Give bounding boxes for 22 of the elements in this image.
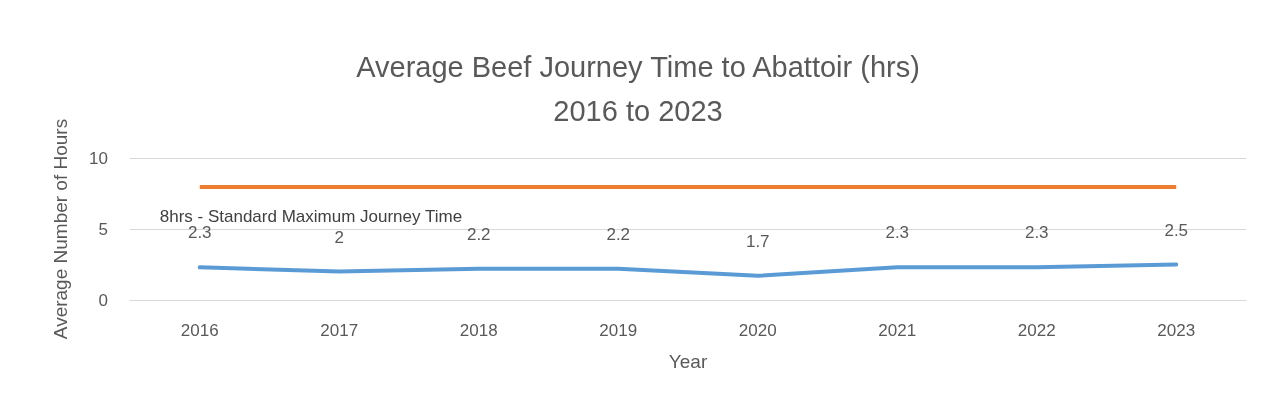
x-tick-label: 2020	[738, 321, 777, 340]
data-label: 2.2	[466, 224, 491, 244]
x-tick-label: 2019	[599, 321, 638, 340]
x-axis-title: Year	[668, 351, 708, 372]
y-tick-label: 0	[98, 290, 108, 310]
x-tick-label: 2017	[320, 321, 359, 340]
data-label: 2	[334, 227, 344, 247]
data-label: 2.3	[885, 223, 910, 243]
data-label: 2.5	[1164, 220, 1189, 240]
line-series	[197, 262, 1179, 278]
data-label: 1.7	[745, 231, 770, 251]
y-axis-title: Average Number of Hours	[50, 118, 71, 340]
y-tick-label: 5	[98, 219, 108, 239]
data-label: 2.3	[1024, 223, 1049, 243]
x-tick-label: 2018	[459, 321, 498, 340]
data-label: 2.2	[606, 224, 631, 244]
x-tick-label: 2022	[1017, 321, 1056, 340]
x-tick-label: 2023	[1157, 321, 1196, 340]
x-tick-label: 2016	[180, 321, 219, 340]
chart-title: Average Beef Journey Time to Abattoir (hrs) 2016 to 2023	[356, 51, 920, 127]
y-tick-label: 10	[89, 148, 108, 168]
x-tick-label: 2021	[878, 321, 917, 340]
